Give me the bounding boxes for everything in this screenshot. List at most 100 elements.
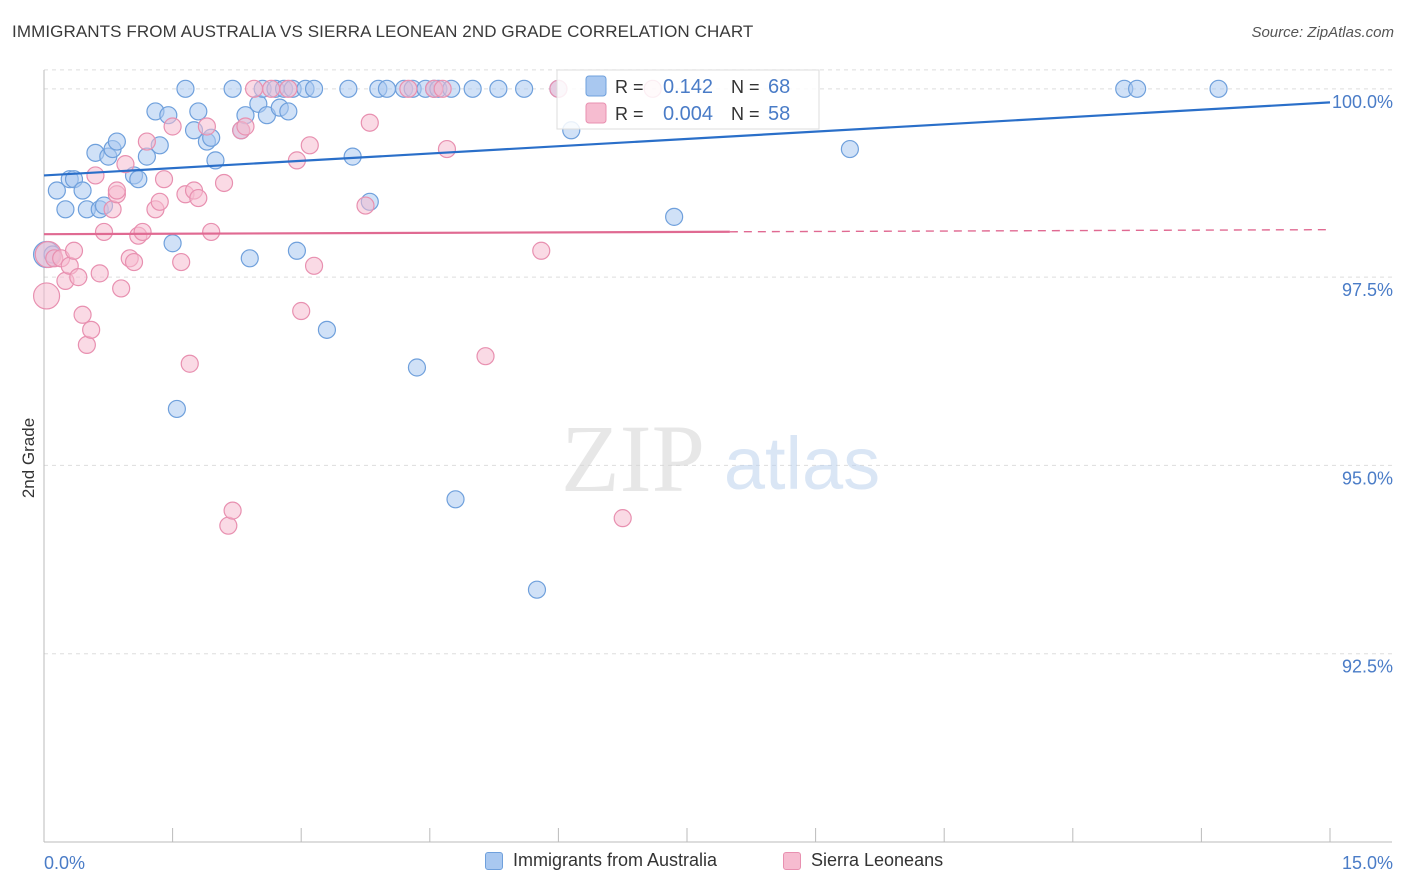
legend-label-australia: Immigrants from Australia: [513, 850, 718, 870]
point-australia-6: [73, 181, 92, 200]
grid-layer: [44, 69, 1392, 655]
point-sierra-leonean-36: [219, 516, 238, 535]
stats-r-label-1: R =: [615, 77, 644, 97]
point-sierra-leonean-20: [124, 252, 144, 272]
point-sierra-leonean-51: [433, 79, 452, 98]
stats-n-label-2: N =: [731, 104, 760, 124]
point-australia-42: [304, 79, 324, 98]
point-australia-60: [527, 580, 547, 599]
trend-line-1-dashed: [729, 228, 1331, 233]
watermark-atlas: atlas: [724, 422, 880, 505]
point-sierra-leonean-30: [180, 354, 199, 373]
point-sierra-leonean-40: [244, 79, 264, 98]
point-sierra-leonean-46: [304, 256, 324, 275]
stats-swatch-blue: [585, 75, 607, 97]
point-sierra-leonean-42: [279, 79, 298, 98]
point-australia-56: [446, 490, 465, 509]
point-sierra-leonean-45: [300, 136, 319, 155]
point-australia-48: [377, 79, 397, 98]
point-sierra-leonean-18: [116, 155, 135, 174]
stats-n-label-1: N =: [731, 77, 760, 97]
y-tick-label: 100.0%: [1332, 92, 1393, 112]
stats-swatch-pink: [585, 102, 607, 124]
point-sierra-leonean-39: [236, 117, 255, 136]
point-australia-64: [840, 139, 859, 159]
point-australia-40: [287, 241, 307, 260]
stats-n-value-2: 58: [768, 103, 790, 125]
point-sierra-leonean-52: [437, 139, 457, 159]
point-australia-2: [47, 181, 66, 200]
point-sierra-leonean-8: [73, 305, 92, 324]
point-australia-59: [515, 79, 534, 98]
trend-line-1-solid: [43, 230, 730, 236]
legend-swatch-pink: [783, 851, 801, 870]
source-credit: Source: ZipAtlas.com: [1251, 24, 1394, 41]
point-sierra-leonean-10: [82, 320, 101, 339]
point-sierra-leonean-26: [154, 170, 174, 189]
series-sierra-leoneans: [32, 79, 662, 535]
point-sierra-leonean-25: [150, 192, 169, 211]
point-australia-66: [1127, 79, 1147, 98]
point-australia-51: [407, 358, 427, 377]
chart-title: IMMIGRANTS FROM AUSTRALIA VS SIERRA LEON…: [12, 22, 754, 41]
point-sierra-leonean-48: [360, 113, 379, 132]
watermark-zip: ZIP: [561, 405, 705, 512]
point-sierra-leonean-11: [86, 166, 105, 185]
stats-box: R = 0.142 N = 68 R = 0.004 N = 58: [556, 69, 820, 130]
point-sierra-leonean-53: [476, 347, 495, 366]
stats-r-value-1: 0.142: [663, 76, 713, 98]
point-sierra-leonean-41: [262, 79, 281, 98]
x-tick-label-end: 15.0%: [1342, 853, 1393, 873]
point-australia-13: [107, 132, 126, 151]
point-sierra-leonean-9: [77, 335, 96, 355]
x-tick-label-start: 0.0%: [44, 853, 85, 873]
point-sierra-leonean-32: [189, 188, 208, 208]
point-sierra-leonean-34: [202, 222, 221, 242]
point-australia-3: [56, 200, 75, 219]
point-australia-20: [163, 234, 182, 253]
point-australia-38: [279, 102, 298, 121]
point-sierra-leonean-54: [532, 241, 551, 260]
point-sierra-leonean-14: [103, 200, 122, 219]
point-sierra-leonean-16: [107, 181, 126, 200]
point-australia-21: [167, 399, 186, 419]
axis-layer: 100.0% 97.5% 95.0% 92.5% 0.0% 15.0%: [43, 70, 1393, 873]
legend-item-sierra-leoneans[interactable]: Sierra Leoneans: [783, 850, 943, 871]
y-tick-label: 95.0%: [1342, 468, 1393, 488]
point-australia-67: [1209, 79, 1228, 98]
point-sierra-leonean-56: [613, 509, 632, 528]
y-tick-label: 92.5%: [1342, 657, 1393, 677]
point-sierra-leonean-17: [112, 279, 131, 298]
point-sierra-leonean-22: [133, 222, 152, 242]
point-australia-43: [317, 320, 337, 339]
stats-r-label-2: R =: [615, 104, 644, 124]
point-sierra-leonean-12: [90, 264, 109, 283]
trend-lines: [43, 101, 1331, 236]
stats-r-value-2: 0.004: [663, 103, 713, 125]
point-sierra-leonean-47: [356, 196, 375, 215]
point-sierra-leonean-33: [197, 117, 216, 136]
point-sierra-leonean-37: [223, 501, 242, 520]
legend-item-australia[interactable]: Immigrants from Australia: [485, 850, 717, 871]
legend: Immigrants from Australia Sierra Leonean…: [0, 850, 1406, 880]
point-australia-28: [223, 79, 242, 98]
point-sierra-leonean-6: [64, 241, 84, 260]
point-sierra-leonean-28: [172, 252, 191, 272]
point-sierra-leonean-0: [32, 282, 61, 310]
legend-swatch-blue: [485, 851, 503, 870]
point-australia-44: [339, 79, 358, 98]
point-sierra-leonean-35: [214, 173, 234, 193]
point-australia-15: [129, 170, 148, 189]
point-sierra-leonean-13: [94, 222, 114, 242]
y-axis-label: 2nd Grade: [19, 418, 38, 498]
point-sierra-leonean-23: [137, 132, 156, 151]
point-australia-63: [665, 207, 684, 226]
stats-n-value-1: 68: [768, 76, 790, 98]
point-sierra-leonean-7: [69, 268, 88, 287]
point-australia-22: [176, 79, 195, 98]
point-australia-57: [463, 79, 482, 98]
y-tick-label: 97.5%: [1342, 280, 1393, 300]
point-australia-31: [240, 249, 259, 268]
point-australia-24: [189, 102, 208, 121]
